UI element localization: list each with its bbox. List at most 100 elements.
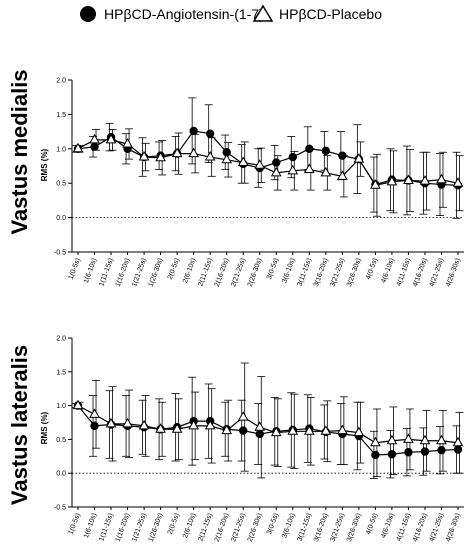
- x-tick-label: 2(16-20s): [214, 512, 231, 543]
- data-point-triangle: [221, 424, 233, 435]
- x-tick-label: 4(26-30s): [445, 257, 462, 288]
- series-angiotensin: [72, 376, 463, 480]
- x-tick-label: 3(6-10s): [281, 512, 296, 539]
- data-point-triangle: [336, 424, 348, 435]
- panel-vastus-lateralis: Vastus lateralis RMS (%) -0.5 0.0 0.5 1.0 1.…: [7, 336, 464, 543]
- data-point-triangle: [171, 147, 183, 158]
- data-point-triangle: [204, 151, 216, 161]
- filled-circle-icon: [80, 6, 96, 22]
- x-tick-label: 3(16-20s): [313, 512, 330, 543]
- y-tick-label: 2.0: [56, 336, 66, 343]
- data-point-triangle: [270, 426, 282, 437]
- series-placebo: [72, 128, 464, 217]
- y-tick-label: 1.5: [56, 369, 66, 376]
- panel-title-vastus-lateralis: Vastus lateralis: [7, 345, 32, 505]
- data-point-triangle: [72, 399, 84, 410]
- data-point-triangle: [171, 423, 183, 433]
- x-tick-label: 4(21-25s): [429, 512, 446, 543]
- data-point-triangle: [336, 170, 348, 180]
- x-tick-label: 2(26-30s): [247, 257, 264, 288]
- data-point-circle: [371, 450, 380, 460]
- y-tick-label: 2.0: [56, 78, 66, 85]
- data-point-circle: [404, 448, 413, 457]
- y-tick-label: 1.0: [56, 146, 66, 153]
- data-point-triangle: [105, 417, 117, 428]
- data-point-circle: [90, 142, 99, 151]
- x-tick-label: 1(6-10s): [83, 512, 98, 539]
- data-point-triangle: [138, 151, 150, 161]
- series-line: [77, 405, 459, 444]
- x-tick-label: 4(16-20s): [412, 257, 429, 288]
- x-tick-label: 4(6-10s): [380, 512, 395, 539]
- data-point-triangle: [72, 142, 84, 153]
- data-point-triangle: [419, 434, 431, 445]
- x-tick-label: 2(6-10s): [182, 257, 197, 284]
- panel-vastus-medialis: Vastus medialis RMS (%) -0.5 0.0 0.5 1.0 1.5…: [7, 69, 464, 288]
- x-tick-label: 4(0-5s): [365, 257, 379, 280]
- y-tick-label: 1.0: [56, 403, 66, 410]
- x-tick-label: 4(6-10s): [380, 257, 395, 284]
- y-tick-label: -0.5: [54, 505, 66, 512]
- data-point-triangle: [237, 156, 249, 167]
- x-tick-label: 3(21-25s): [329, 257, 346, 288]
- data-point-triangle: [303, 425, 315, 435]
- x-tick-label: 3(26-30s): [346, 257, 363, 288]
- x-tick-label: 2(11-15s): [197, 512, 214, 542]
- data-point-triangle: [403, 174, 414, 184]
- x-tick-label: 1(6-10s): [83, 257, 98, 284]
- data-point-triangle: [287, 164, 299, 175]
- data-point-triangle: [122, 137, 133, 148]
- y-tick-label: 0.5: [56, 437, 66, 444]
- data-point-triangle: [386, 434, 398, 445]
- data-point-circle: [272, 158, 281, 167]
- data-point-circle: [437, 446, 446, 455]
- data-point-circle: [205, 129, 215, 138]
- data-point-triangle: [237, 411, 249, 421]
- x-tick-label: 3(11-15s): [297, 257, 314, 287]
- x-tick-label: 3(11-15s): [297, 512, 314, 542]
- x-tick-label: 3(16-20s): [313, 257, 330, 288]
- legend-entry-placebo: HPβCD-Placebo: [252, 4, 382, 22]
- series-angiotensin: [72, 97, 463, 219]
- data-point-circle: [90, 421, 99, 431]
- x-tick-label: 2(21-25s): [230, 257, 247, 288]
- data-point-triangle: [221, 153, 233, 164]
- data-point-circle: [189, 126, 198, 136]
- data-point-triangle: [452, 177, 464, 187]
- data-point-circle: [420, 447, 430, 456]
- x-tick-label: 4(11-15s): [396, 512, 413, 542]
- data-point-triangle: [370, 436, 381, 447]
- data-point-triangle: [155, 423, 166, 433]
- x-tick-label: 4(0-5s): [365, 512, 379, 535]
- data-point-triangle: [320, 166, 332, 177]
- x-tick-label: 1(21-25s): [131, 512, 148, 543]
- legend-label-angiotensin: HPβCD-Angiotensin-(1-7): [104, 6, 264, 22]
- data-point-triangle: [138, 419, 150, 430]
- data-point-circle: [239, 426, 248, 435]
- data-point-circle: [255, 429, 264, 439]
- y-tick-label: -0.5: [54, 250, 66, 257]
- x-tick-label: 1(16-20s): [115, 257, 132, 288]
- data-point-triangle: [254, 159, 266, 169]
- y-tick-label: 1.5: [56, 112, 66, 119]
- series-placebo: [72, 362, 464, 479]
- x-tick-label: 2(26-30s): [247, 512, 264, 543]
- data-point-triangle: [122, 417, 133, 428]
- data-point-triangle: [105, 133, 117, 144]
- data-point-circle: [222, 148, 231, 157]
- series-line: [77, 130, 459, 186]
- data-point-circle: [387, 450, 397, 459]
- y-axis-label-medialis: RMS (%): [40, 148, 49, 181]
- data-point-triangle: [436, 434, 447, 445]
- x-tick-label: 2(0-5s): [167, 512, 181, 535]
- x-tick-label: 3(21-25s): [329, 512, 346, 543]
- legend: HPβCD-Angiotensin-(1-7) HPβCD-Placebo: [80, 4, 382, 22]
- data-point-triangle: [188, 419, 200, 430]
- x-tick-label: 3(0-5s): [266, 257, 280, 280]
- data-point-triangle: [155, 151, 166, 162]
- x-tick-label: 1(26-30s): [148, 512, 165, 543]
- x-tick-label: 4(16-20s): [412, 512, 429, 543]
- y-tick-label: 0.5: [56, 181, 66, 188]
- x-tick-label: 2(11-15s): [197, 257, 214, 287]
- data-point-circle: [453, 445, 463, 454]
